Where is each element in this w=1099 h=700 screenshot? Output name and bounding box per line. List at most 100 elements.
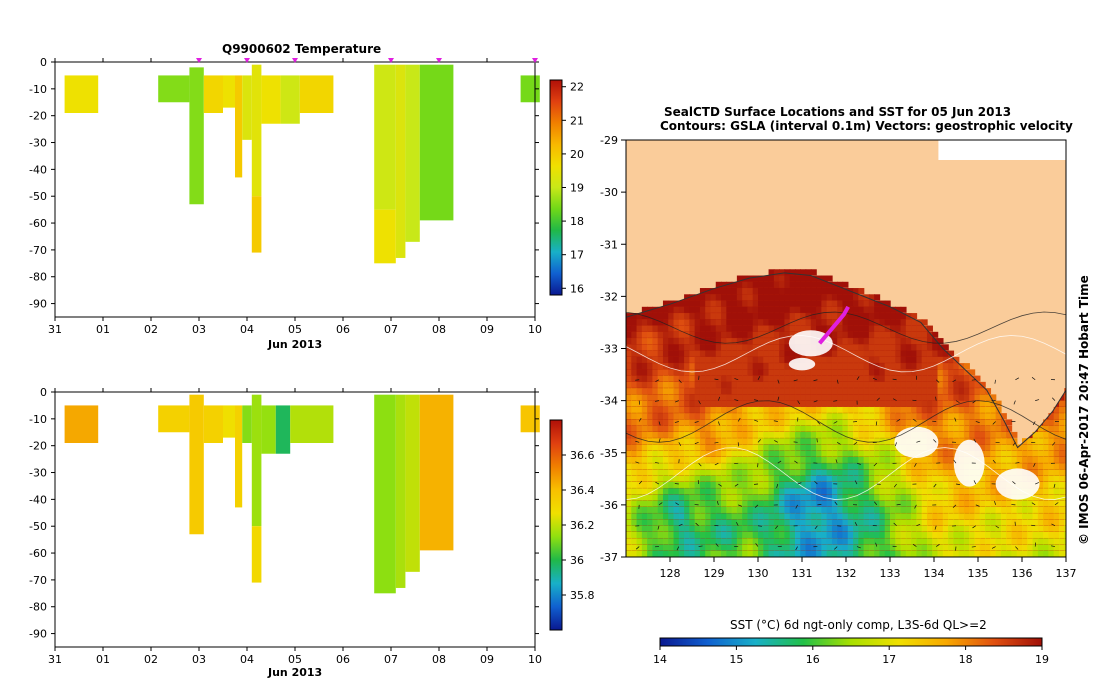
sst-pixel (942, 481, 949, 488)
sst-pixel (837, 331, 844, 338)
sst-pixel (789, 538, 796, 545)
sst-pixel (710, 363, 717, 370)
sst-pixel (1027, 531, 1034, 538)
sst-pixel (742, 538, 749, 545)
sst-pixel (789, 388, 796, 395)
sst-pixel (1048, 475, 1055, 482)
sst-pixel (884, 406, 891, 413)
sst-pixel (747, 444, 754, 451)
sst-pixel (916, 538, 923, 545)
sst-pixel (831, 538, 838, 545)
sst-pixel (694, 506, 701, 513)
sst-pixel (874, 456, 881, 463)
sst-pixel (673, 463, 680, 470)
sst-pixel (710, 406, 717, 413)
sst-pixel (631, 481, 638, 488)
sst-pixel (900, 475, 907, 482)
sst-pixel (895, 381, 902, 388)
sst-pixel (779, 300, 786, 307)
sst-pixel (953, 531, 960, 538)
sst-pixel (921, 500, 928, 507)
sst-pixel (652, 419, 659, 426)
sst-pixel (752, 288, 759, 295)
sst-pixel (890, 531, 896, 538)
sst-pixel (641, 500, 648, 507)
sst-pixel (958, 369, 965, 376)
sst-pixel (758, 375, 764, 382)
sst-pixel (916, 369, 923, 376)
sst-pixel (990, 550, 997, 557)
sst-pixel (905, 525, 912, 532)
sst-pixel (1032, 469, 1039, 476)
sst-pixel (678, 356, 685, 363)
sst-pixel (884, 313, 891, 320)
sst-pixel (1048, 506, 1055, 513)
colorbar-tick-label: 20 (570, 148, 584, 161)
sst-pixel (847, 519, 854, 526)
sst-pixel (926, 469, 933, 476)
sst-colorbar-tick-label: 15 (729, 653, 743, 666)
sst-pixel (816, 481, 823, 488)
sst-pixel (684, 538, 691, 545)
sst-pixel (921, 388, 928, 395)
sst-pixel (916, 419, 923, 426)
sst-pixel (911, 519, 918, 526)
sst-pixel (847, 313, 854, 320)
sst-pixel (684, 381, 691, 388)
sst-pixel (726, 425, 733, 432)
sst-pixel (985, 413, 992, 420)
sst-pixel (689, 481, 696, 488)
sst-pixel (863, 544, 870, 551)
sst-pixel (794, 506, 801, 513)
sst-pixel (699, 531, 706, 538)
sst-pixel (895, 544, 902, 551)
sst-pixel (937, 406, 944, 413)
sst-pixel (736, 331, 743, 338)
sst-pixel (747, 538, 754, 545)
velocity-vector (774, 440, 778, 443)
sst-pixel (721, 338, 728, 345)
sst-pixel (689, 500, 696, 507)
sst-pixel (816, 363, 823, 370)
sst-pixel (831, 338, 838, 345)
sst-pixel (736, 406, 743, 413)
sst-pixel (699, 413, 706, 420)
x-tick-label: 04 (240, 653, 254, 666)
sst-pixel (657, 469, 664, 476)
sst-pixel (736, 444, 743, 451)
sst-pixel (942, 456, 949, 463)
sst-pixel (916, 388, 923, 395)
sst-pixel (874, 469, 881, 476)
sst-pixel (1027, 494, 1034, 501)
sst-pixel (794, 494, 801, 501)
sst-pixel (758, 475, 764, 482)
section-cell (261, 405, 276, 454)
sst-pixel (784, 488, 791, 495)
sst-pixel (794, 456, 801, 463)
sst-pixel (932, 425, 939, 432)
sst-pixel (626, 538, 632, 545)
sst-pixel (673, 388, 680, 395)
sst-pixel (747, 481, 754, 488)
sst-pixel (662, 413, 669, 420)
sst-pixel (831, 369, 838, 376)
sst-pixel (1027, 513, 1034, 520)
sst-pixel (853, 288, 860, 295)
sst-pixel (868, 419, 875, 426)
sst-pixel (847, 344, 854, 351)
sst-pixel (662, 550, 669, 557)
sst-pixel (890, 344, 896, 351)
velocity-vector (694, 421, 699, 423)
sst-pixel (694, 463, 701, 470)
sst-pixel (694, 375, 701, 382)
sst-pixel (699, 400, 706, 407)
sst-pixel (742, 481, 749, 488)
sst-pixel (948, 375, 955, 382)
sst-pixel (853, 394, 860, 401)
sst-pixel (721, 281, 728, 288)
velocity-vector (1015, 377, 1020, 381)
sst-pixel (1053, 481, 1060, 488)
sst-pixel (647, 338, 654, 345)
sst-pixel (810, 550, 817, 557)
sst-pixel (847, 306, 854, 313)
